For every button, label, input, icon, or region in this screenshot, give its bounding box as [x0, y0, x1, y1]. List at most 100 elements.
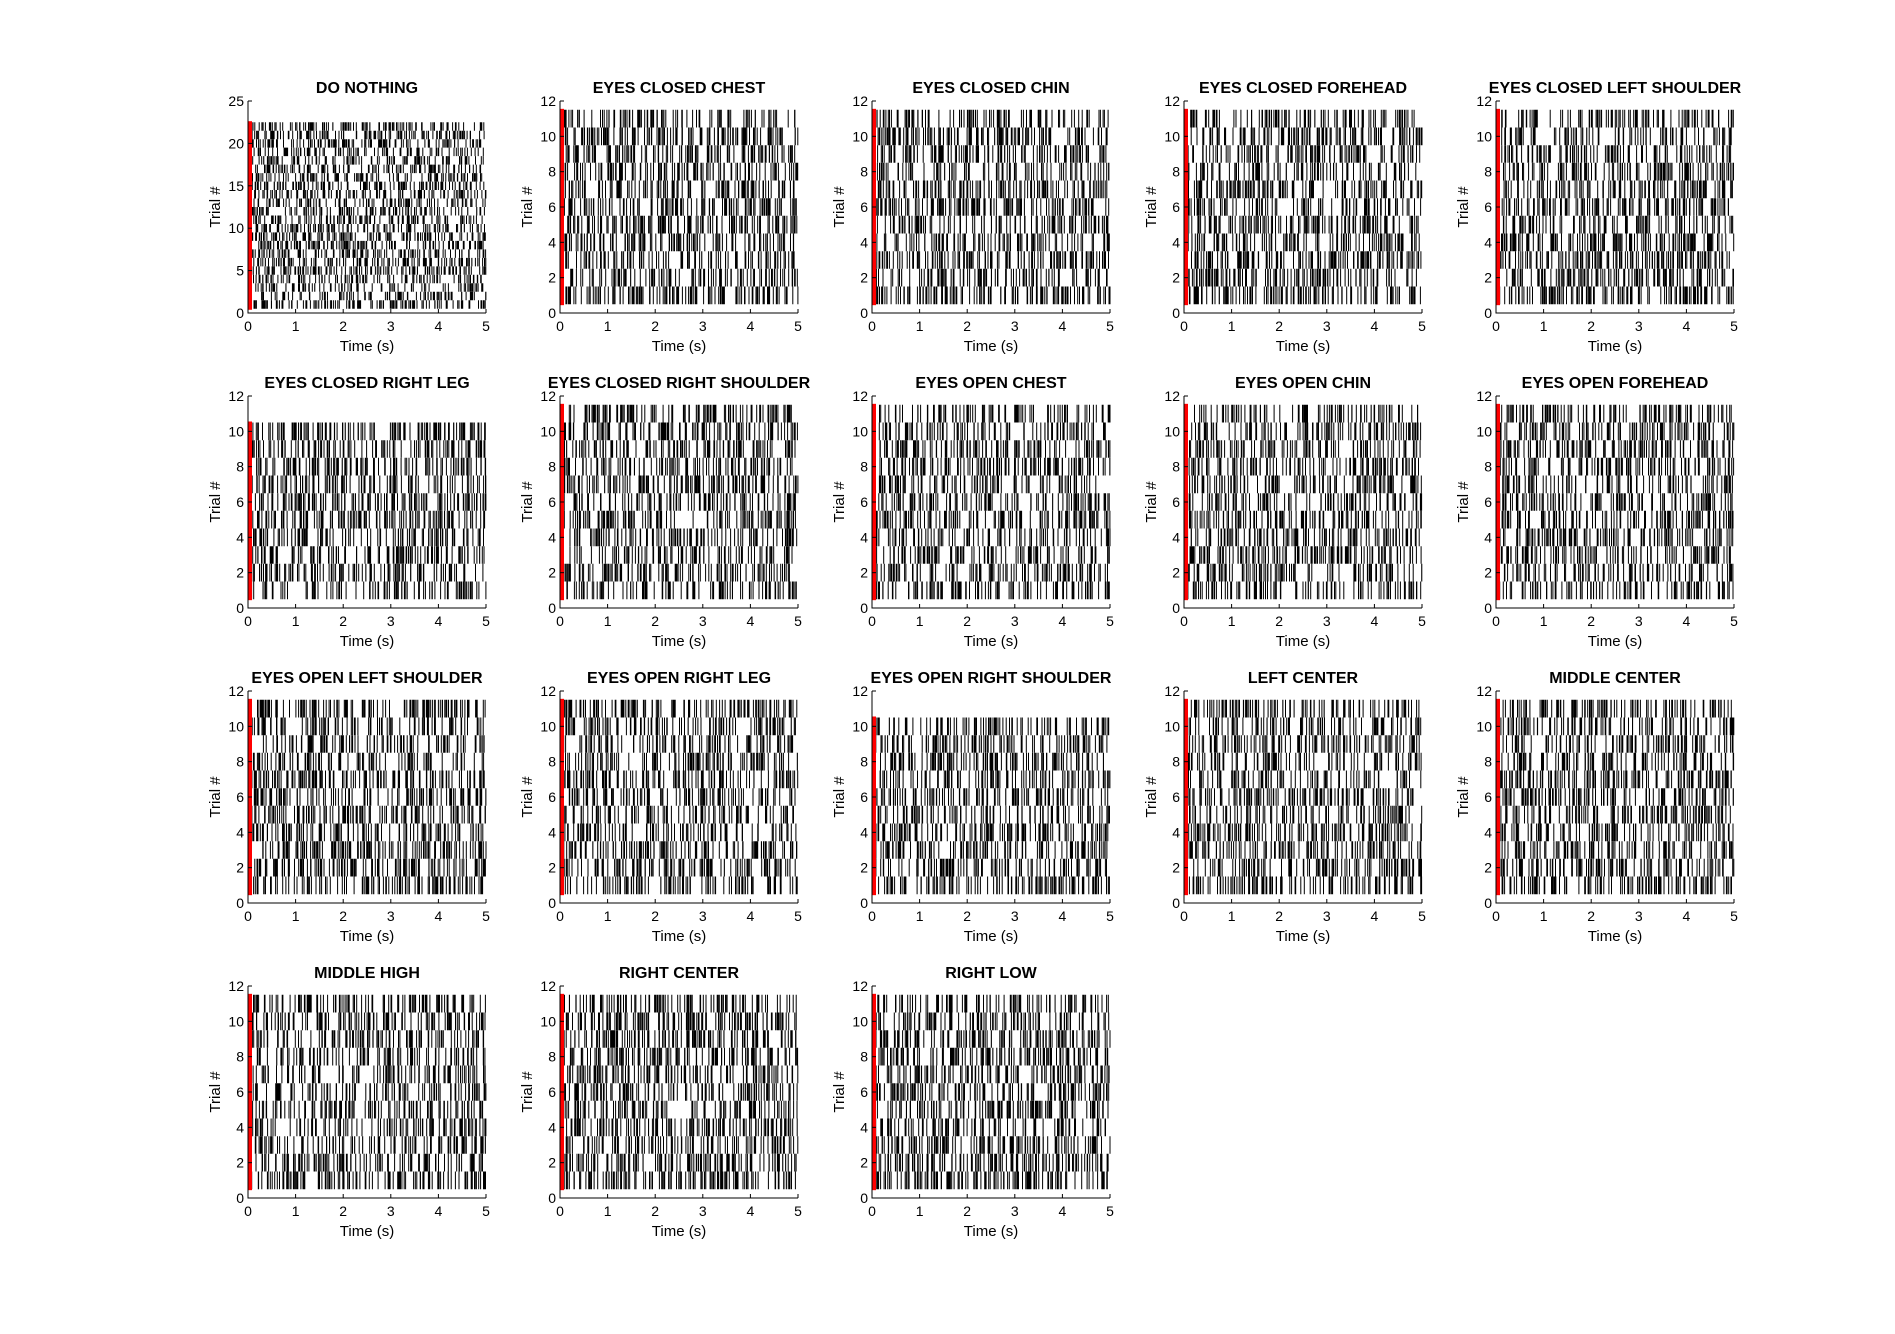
spike-ticks: [563, 109, 796, 128]
subplot-title: LEFT CENTER: [1248, 670, 1359, 687]
x-axis-label: Time (s): [1276, 633, 1330, 650]
spike-ticks: [1185, 841, 1422, 859]
y-tick-label: 4: [860, 234, 868, 250]
y-tick-label: 4: [236, 1119, 244, 1135]
trial-row: [247, 222, 485, 234]
trial-row: [871, 403, 1111, 424]
trial-row: [560, 250, 795, 270]
spike-ticks: [559, 841, 798, 859]
spike-ticks: [248, 1100, 484, 1119]
spike-ticks: [1497, 493, 1733, 511]
spike-ticks: [873, 823, 1109, 842]
spike-ticks: [1496, 788, 1734, 806]
spike-ticks: [1188, 493, 1423, 511]
trial-row: [1496, 267, 1734, 288]
x-tick-label: 5: [1106, 908, 1114, 924]
y-axis-label: Trial #: [207, 186, 224, 228]
trial-row: [247, 492, 487, 512]
spike-ticks: [1183, 109, 1415, 128]
trial-row: [560, 545, 793, 565]
spike-ticks: [563, 805, 794, 824]
spike-ticks: [1496, 198, 1729, 216]
spike-ticks: [559, 180, 795, 199]
spike-ticks: [250, 1047, 486, 1066]
trial-row: [248, 822, 484, 843]
trial-row: [872, 197, 1110, 217]
trial-row: [872, 1046, 1109, 1067]
y-tick-label: 6: [548, 1084, 556, 1100]
spike-ticks: [248, 1030, 485, 1048]
y-tick-label: 2: [860, 860, 868, 876]
y-tick-label: 12: [228, 978, 244, 994]
spike-ticks: [1496, 805, 1731, 824]
trial-row: [1496, 804, 1731, 825]
y-tick-label: 8: [548, 459, 556, 475]
spike-ticks: [1186, 233, 1420, 252]
trial-row: [559, 126, 799, 147]
spike-ticks: [875, 1030, 1111, 1048]
trial-row: [248, 197, 486, 208]
x-tick-label: 4: [1059, 1203, 1067, 1219]
spike-raster: [1183, 108, 1423, 306]
x-tick-label: 0: [244, 318, 252, 334]
x-tick-label: 3: [699, 908, 707, 924]
spike-ticks: [560, 876, 798, 895]
x-tick-label: 4: [1683, 908, 1691, 924]
spike-ticks: [247, 994, 486, 1013]
spike-ticks: [248, 240, 484, 250]
spike-ticks: [248, 1136, 486, 1154]
y-tick-label: 6: [548, 789, 556, 805]
trial-row: [1496, 698, 1732, 719]
trial-row: [560, 1064, 799, 1085]
spike-ticks: [1497, 858, 1735, 877]
y-tick-label: 10: [540, 423, 556, 439]
y-tick-label: 4: [1172, 529, 1180, 545]
spike-ticks: [1187, 805, 1423, 824]
spike-ticks: [1495, 145, 1732, 163]
trial-row: [560, 1082, 798, 1102]
spike-ticks: [248, 300, 486, 309]
x-tick-label: 1: [916, 1203, 924, 1219]
spike-ticks: [876, 788, 1109, 806]
y-tick-label: 4: [548, 824, 556, 840]
spike-ticks: [1501, 510, 1734, 529]
trial-row: [560, 804, 794, 825]
y-tick-label: 0: [236, 600, 244, 616]
x-tick-label: 3: [699, 613, 707, 629]
x-tick-label: 5: [1730, 318, 1738, 334]
y-tick-label: 12: [540, 683, 556, 699]
spike-ticks: [871, 752, 1104, 771]
x-tick-label: 0: [556, 318, 564, 334]
spike-ticks: [1184, 528, 1420, 547]
trial-row: [248, 1029, 485, 1049]
spike-ticks: [874, 994, 1109, 1013]
trial-row: [1496, 509, 1734, 530]
trial-row: [871, 804, 1110, 825]
x-axis-label: Time (s): [340, 1223, 394, 1240]
trial-row: [1496, 875, 1732, 896]
spike-ticks: [249, 147, 484, 157]
trial-row: [248, 1064, 486, 1085]
spike-ticks: [1184, 858, 1422, 877]
trial-row: [560, 562, 790, 583]
trial-row: [1184, 214, 1419, 235]
trial-row: [560, 1029, 797, 1049]
trial-row: [248, 509, 486, 530]
spike-ticks: [559, 475, 799, 494]
spike-ticks: [1498, 404, 1732, 423]
y-axis-label: Trial #: [1143, 776, 1160, 818]
trial-row: [560, 421, 798, 442]
y-tick-label: 4: [1172, 234, 1180, 250]
x-tick-label: 5: [482, 613, 490, 629]
trial-row: [872, 492, 1110, 512]
trial-row: [871, 751, 1104, 772]
spike-ticks: [872, 215, 1109, 234]
spike-ticks: [1183, 770, 1422, 789]
y-tick-label: 2: [236, 860, 244, 876]
spike-ticks: [1495, 717, 1735, 736]
trial-row: [560, 492, 796, 512]
trial-row: [1496, 456, 1735, 477]
spike-raster: [1183, 698, 1423, 896]
